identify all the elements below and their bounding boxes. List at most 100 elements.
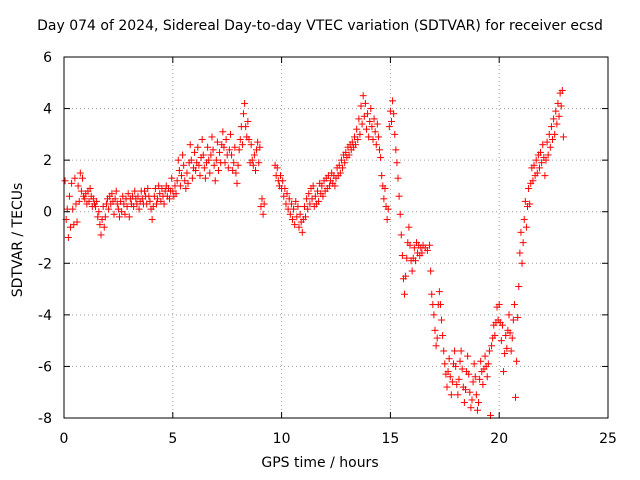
data-point [448, 378, 456, 386]
data-point [176, 182, 184, 190]
data-point [222, 136, 230, 144]
data-point [403, 254, 411, 262]
data-point [305, 190, 313, 198]
y-tick-label: 4 [43, 102, 52, 118]
data-point [481, 352, 489, 360]
data-point [230, 159, 238, 167]
data-point [393, 159, 401, 167]
data-point [78, 174, 86, 182]
data-point [283, 190, 291, 198]
data-point [183, 169, 191, 177]
data-point [315, 197, 323, 205]
data-point [302, 213, 310, 221]
data-point [306, 200, 314, 208]
data-point [522, 223, 530, 231]
data-point [353, 125, 361, 133]
data-point [558, 87, 566, 95]
data-point [470, 360, 478, 368]
data-point [426, 241, 434, 249]
data-point [248, 156, 256, 164]
data-point [452, 362, 460, 370]
data-point [530, 161, 538, 169]
data-point [427, 267, 435, 275]
data-point [277, 172, 285, 180]
data-point [236, 136, 244, 144]
data-point [291, 221, 299, 229]
data-point [226, 130, 234, 138]
data-point [505, 311, 513, 319]
data-point [537, 148, 545, 156]
data-point [123, 203, 131, 211]
data-point [432, 342, 440, 350]
data-point [471, 373, 479, 381]
axis-ticks: 0 5 10 15 20 25 -8 -6 -4 -2 0 2 4 6 [38, 50, 617, 447]
data-point [396, 210, 404, 218]
data-point [294, 203, 302, 211]
data-point [485, 347, 493, 355]
y-tick-label: 0 [43, 205, 52, 221]
data-point [372, 141, 380, 149]
data-point [484, 360, 492, 368]
data-point [71, 174, 79, 182]
data-point [500, 368, 508, 376]
data-point [507, 347, 515, 355]
data-point [97, 231, 105, 239]
data-point [259, 210, 267, 218]
y-tick-label: 2 [43, 153, 52, 169]
data-point [206, 169, 214, 177]
data-point [491, 331, 499, 339]
data-point [81, 195, 89, 203]
data-point [552, 107, 560, 115]
data-point [331, 182, 339, 190]
data-point [100, 223, 108, 231]
data-point [244, 117, 252, 125]
x-tick-label: 15 [381, 431, 399, 447]
data-point [466, 388, 474, 396]
data-point [477, 357, 485, 365]
data-point [423, 246, 431, 254]
x-tick-label: 5 [168, 431, 177, 447]
data-point [373, 120, 381, 128]
plot-frame [63, 56, 609, 419]
data-point [475, 399, 483, 407]
data-point [433, 334, 441, 342]
data-point [357, 102, 365, 110]
data-point [451, 347, 459, 355]
data-point [146, 197, 154, 205]
data-point [175, 166, 183, 174]
data-point [232, 169, 240, 177]
data-point [200, 164, 208, 172]
data-point [381, 185, 389, 193]
data-point [391, 130, 399, 138]
data-point [214, 166, 222, 174]
data-point [541, 172, 549, 180]
data-point [231, 143, 239, 151]
x-tick-label: 25 [599, 431, 617, 447]
data-point [469, 378, 477, 386]
data-point [96, 221, 104, 229]
data-point [455, 375, 463, 383]
data-point [538, 159, 546, 167]
data-point [510, 301, 518, 309]
data-point [529, 177, 537, 185]
y-tick-label: 6 [43, 50, 52, 66]
data-point [152, 200, 160, 208]
data-point [520, 215, 528, 223]
data-point [526, 200, 534, 208]
data-point [201, 174, 209, 182]
data-point [187, 156, 195, 164]
data-point [436, 301, 444, 309]
data-point [178, 172, 186, 180]
data-point [457, 347, 465, 355]
data-point [196, 172, 204, 180]
data-point [339, 164, 347, 172]
data-point [387, 117, 395, 125]
data-point [210, 161, 218, 169]
data-point [359, 92, 367, 100]
data-point [144, 185, 152, 193]
data-point [506, 329, 514, 337]
data-point [476, 375, 484, 383]
data-point [550, 115, 558, 123]
y-tick-label: -8 [38, 411, 52, 427]
